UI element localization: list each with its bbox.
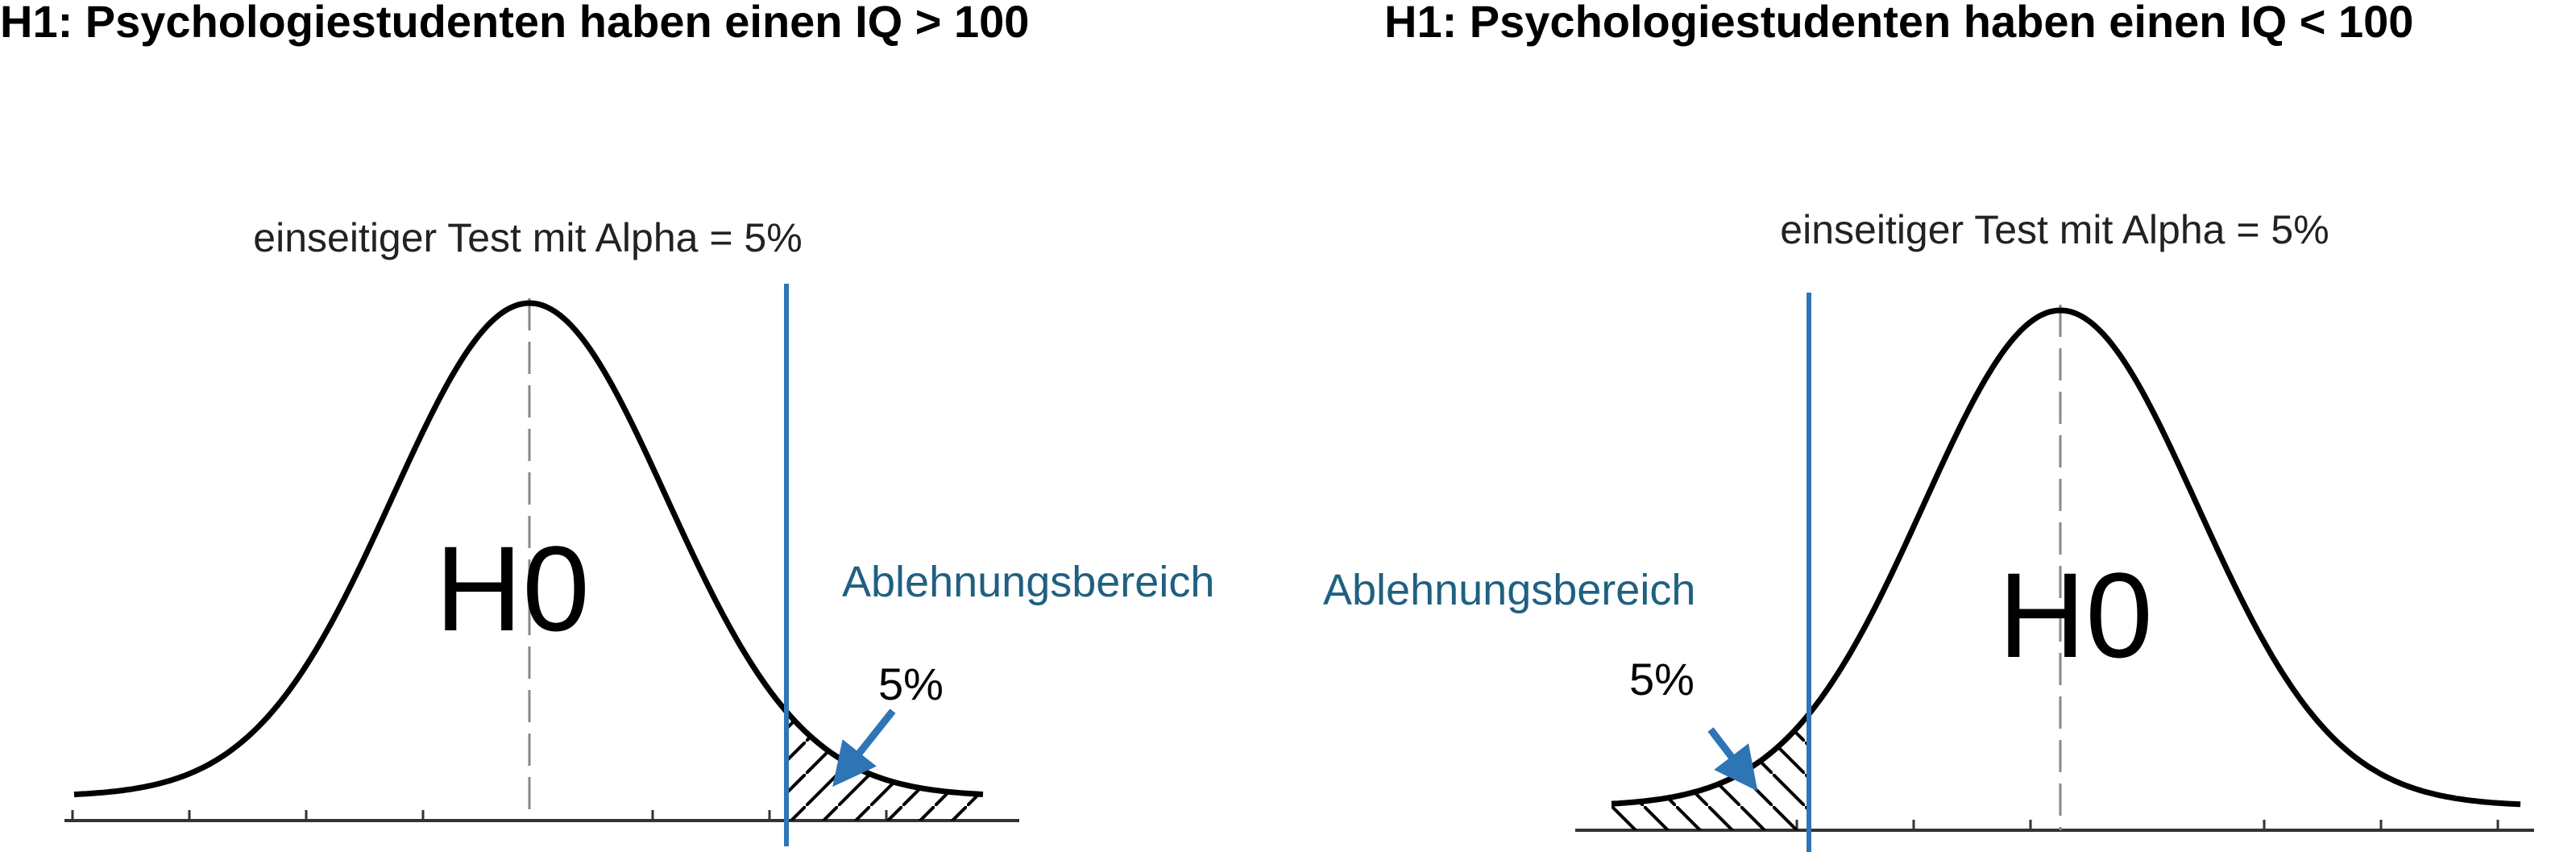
hypothesis-title: H1: Psychologiestudenten haben einen IQ … xyxy=(0,0,1030,47)
right-tailed-diagram: einseitiger Test mit Alpha = 5% H0 Ableh… xyxy=(64,215,1214,846)
test-label: einseitiger Test mit Alpha = 5% xyxy=(1780,207,2329,252)
h0-distribution-curve xyxy=(73,300,984,798)
alpha-percent-label: 5% xyxy=(878,659,944,709)
panel-left-tailed-test: H1: Psychologiestudenten haben einen IQ … xyxy=(1289,0,2576,852)
panel-right-tailed-test: H1: Psychologiestudenten haben einen IQ … xyxy=(0,0,1214,846)
rejection-region-hatch xyxy=(786,711,983,821)
rejection-region-label: Ablehnungsbereich xyxy=(842,558,1214,606)
test-label: einseitiger Test mit Alpha = 5% xyxy=(253,215,802,260)
rejection-region-label: Ablehnungsbereich xyxy=(1323,566,1695,614)
arrow-icon xyxy=(832,709,896,788)
alpha-percent-label: 5% xyxy=(1629,654,1695,704)
hypothesis-title: H1: Psychologiestudenten haben einen IQ … xyxy=(1384,0,2414,47)
left-tailed-diagram: einseitiger Test mit Alpha = 5% H0 Ableh… xyxy=(1323,207,2534,852)
h0-distribution-curve xyxy=(1611,307,2521,808)
arrow-icon xyxy=(1707,727,1758,792)
h0-label: H0 xyxy=(435,521,590,656)
h0-label: H0 xyxy=(1998,547,2153,683)
